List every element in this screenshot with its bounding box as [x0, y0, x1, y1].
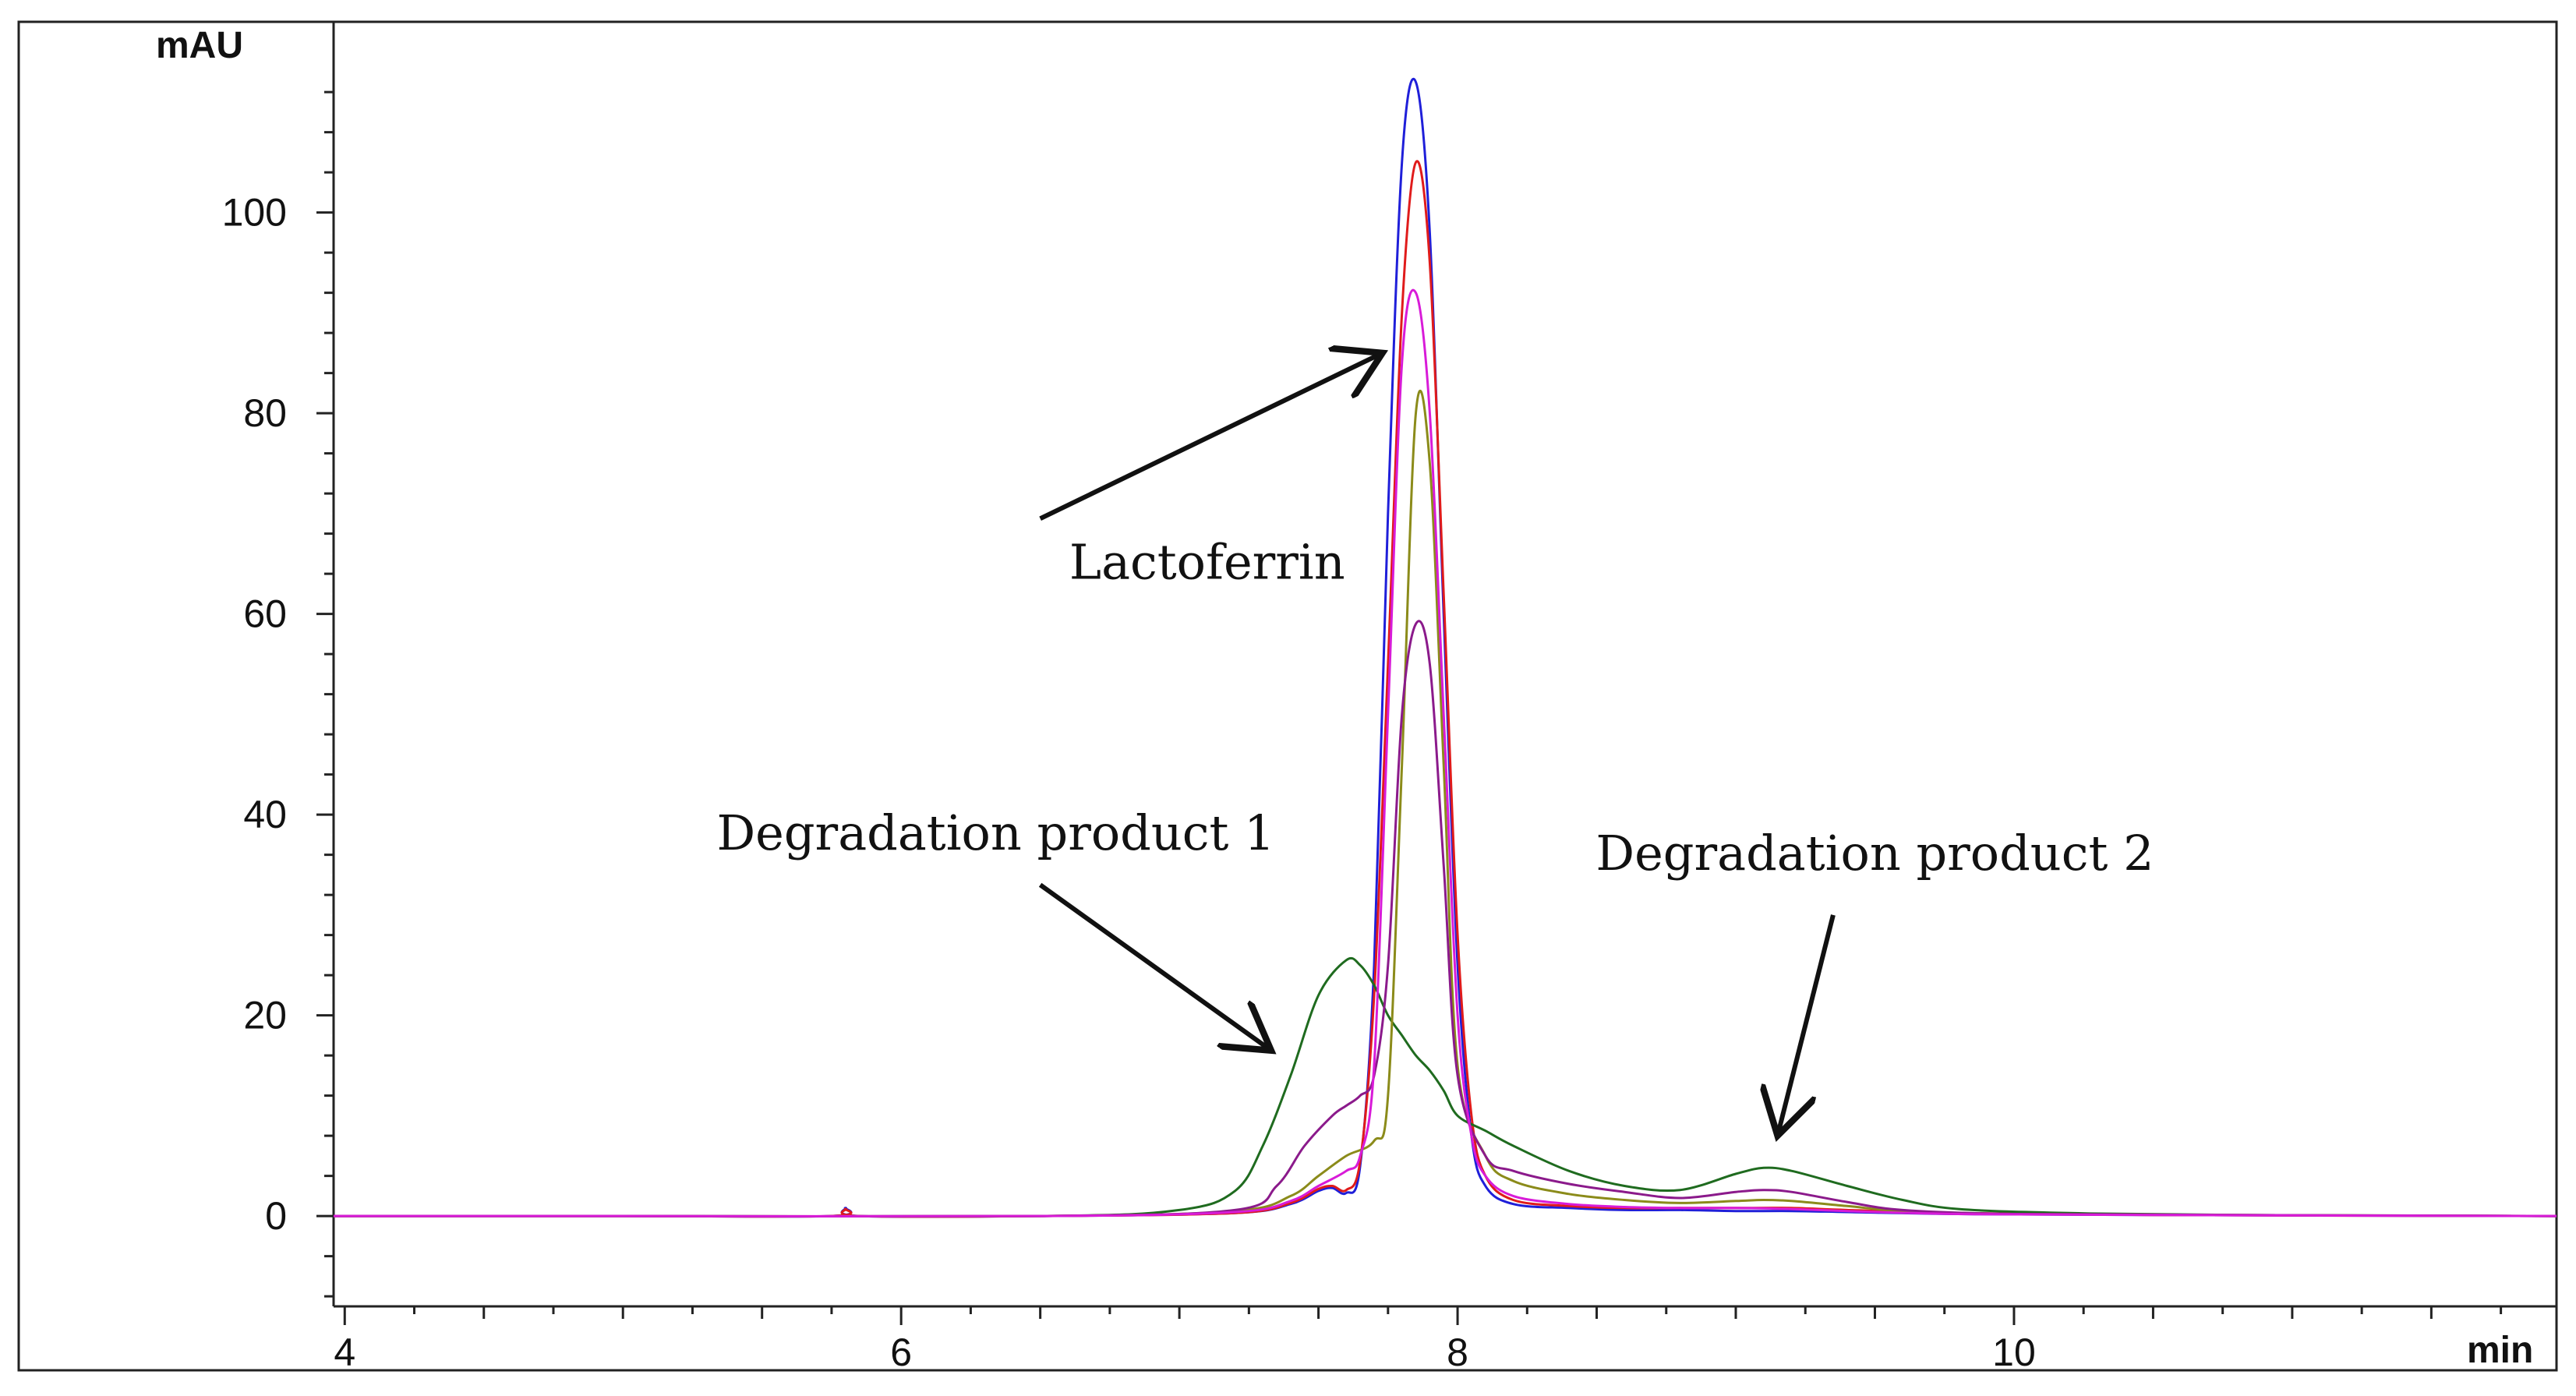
y-tick-label: 60: [243, 592, 287, 636]
series-line-magenta-trace: [334, 288, 2557, 1218]
outer-frame: [17, 20, 2558, 1372]
y-axis-unit-label: mAU: [156, 25, 243, 66]
series-line-red-trace: [334, 160, 2557, 1218]
x-tick-label: 4: [334, 1331, 355, 1374]
series-layer: [334, 77, 2557, 1218]
series-line-dark-green-trace: [334, 956, 2557, 1218]
y-tick-label: 80: [243, 391, 287, 435]
y-tick-label: 20: [243, 994, 287, 1037]
degradation-product-2-arrow: [1778, 914, 1836, 1136]
y-axis-ticks: 0 20 40 60 80 100: [222, 90, 334, 1298]
degradation-product-1-arrow: [1038, 882, 1271, 1050]
x-tick-label: 8: [1447, 1331, 1468, 1374]
degradation-product-2-label: Degradation product 2: [1595, 825, 2154, 882]
x-tick-label: 6: [890, 1331, 912, 1374]
lactoferrin-arrow: [1039, 353, 1383, 521]
y-tick-label: 40: [243, 793, 287, 836]
series-line-purple-trace: [334, 620, 2557, 1218]
degradation-product-1-label: Degradation product 1: [716, 804, 1274, 861]
x-tick-label: 10: [1992, 1331, 2036, 1374]
annotation-layer: Lactoferrin Degradation product 1 Degrad…: [716, 353, 2154, 1136]
x-axis-ticks: 4 6 8 10: [334, 1306, 2503, 1374]
x-axis-unit-label: min: [2467, 1330, 2533, 1371]
y-tick-label: 100: [222, 191, 287, 235]
y-tick-label: 0: [265, 1194, 287, 1238]
lactoferrin-label: Lactoferrin: [1069, 534, 1345, 591]
